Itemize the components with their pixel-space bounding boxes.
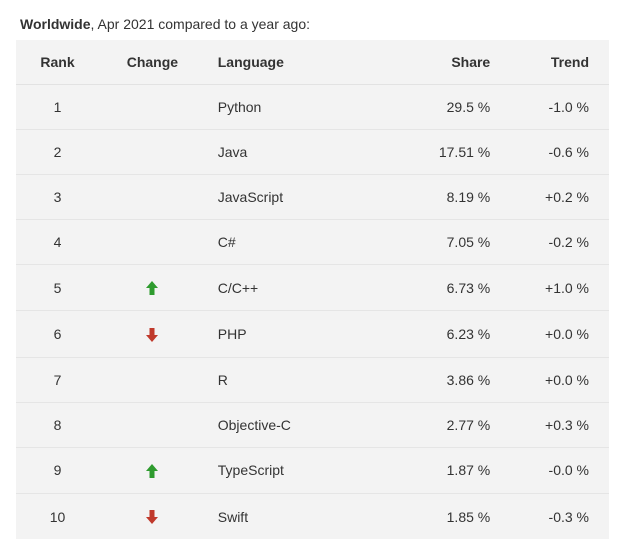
cell-rank: 2 (16, 130, 99, 175)
cell-trend: +0.3 % (502, 402, 609, 447)
cell-change (99, 311, 206, 357)
table-row: 8 Objective-C2.77 %+0.3 % (16, 402, 609, 447)
cell-change (99, 265, 206, 311)
cell-rank: 10 (16, 493, 99, 539)
table-row: 9 TypeScript1.87 %-0.0 % (16, 447, 609, 493)
table-row: 6 PHP6.23 %+0.0 % (16, 311, 609, 357)
cell-change (99, 175, 206, 220)
cell-language: C/C++ (206, 265, 396, 311)
table-row: 7 R3.86 %+0.0 % (16, 357, 609, 402)
cell-language: R (206, 357, 396, 402)
col-header-rank: Rank (16, 40, 99, 85)
cell-language: JavaScript (206, 175, 396, 220)
col-header-share: Share (396, 40, 503, 85)
cell-share: 1.87 % (396, 447, 503, 493)
table-row: 3 JavaScript8.19 %+0.2 % (16, 175, 609, 220)
cell-share: 1.85 % (396, 493, 503, 539)
caption-rest: , Apr 2021 compared to a year ago: (91, 16, 310, 32)
arrow-up-icon (145, 279, 159, 295)
arrow-down-icon (145, 325, 159, 341)
col-header-trend: Trend (502, 40, 609, 85)
table-row: 4 C#7.05 %-0.2 % (16, 220, 609, 265)
table-row: 5 C/C++6.73 %+1.0 % (16, 265, 609, 311)
cell-rank: 7 (16, 357, 99, 402)
caption-region: Worldwide (20, 16, 91, 32)
cell-trend: -0.6 % (502, 130, 609, 175)
cell-trend: -0.0 % (502, 447, 609, 493)
cell-change (99, 493, 206, 539)
cell-language: Java (206, 130, 396, 175)
table-header-row: Rank Change Language Share Trend (16, 40, 609, 85)
table-caption: Worldwide, Apr 2021 compared to a year a… (20, 16, 609, 32)
col-header-language: Language (206, 40, 396, 85)
cell-share: 7.05 % (396, 220, 503, 265)
cell-change (99, 447, 206, 493)
table-row: 2 Java17.51 %-0.6 % (16, 130, 609, 175)
cell-trend: -0.3 % (502, 493, 609, 539)
cell-change (99, 402, 206, 447)
table-row: 1 Python29.5 %-1.0 % (16, 85, 609, 130)
cell-language: Swift (206, 493, 396, 539)
cell-share: 29.5 % (396, 85, 503, 130)
cell-rank: 9 (16, 447, 99, 493)
cell-trend: +0.2 % (502, 175, 609, 220)
cell-change (99, 130, 206, 175)
cell-share: 6.23 % (396, 311, 503, 357)
cell-share: 8.19 % (396, 175, 503, 220)
table-row: 10 Swift1.85 %-0.3 % (16, 493, 609, 539)
cell-change (99, 357, 206, 402)
cell-rank: 6 (16, 311, 99, 357)
col-header-change: Change (99, 40, 206, 85)
arrow-down-icon (145, 508, 159, 524)
cell-trend: -0.2 % (502, 220, 609, 265)
cell-share: 6.73 % (396, 265, 503, 311)
cell-trend: -1.0 % (502, 85, 609, 130)
cell-share: 2.77 % (396, 402, 503, 447)
cell-rank: 1 (16, 85, 99, 130)
cell-share: 3.86 % (396, 357, 503, 402)
cell-language: TypeScript (206, 447, 396, 493)
cell-language: Python (206, 85, 396, 130)
cell-rank: 4 (16, 220, 99, 265)
language-ranking-table: Rank Change Language Share Trend 1 Python… (16, 40, 609, 539)
cell-trend: +0.0 % (502, 311, 609, 357)
cell-rank: 5 (16, 265, 99, 311)
cell-share: 17.51 % (396, 130, 503, 175)
cell-language: C# (206, 220, 396, 265)
cell-change (99, 220, 206, 265)
cell-change (99, 85, 206, 130)
arrow-up-icon (145, 462, 159, 478)
cell-language: PHP (206, 311, 396, 357)
cell-rank: 8 (16, 402, 99, 447)
cell-rank: 3 (16, 175, 99, 220)
cell-trend: +1.0 % (502, 265, 609, 311)
cell-language: Objective-C (206, 402, 396, 447)
cell-trend: +0.0 % (502, 357, 609, 402)
